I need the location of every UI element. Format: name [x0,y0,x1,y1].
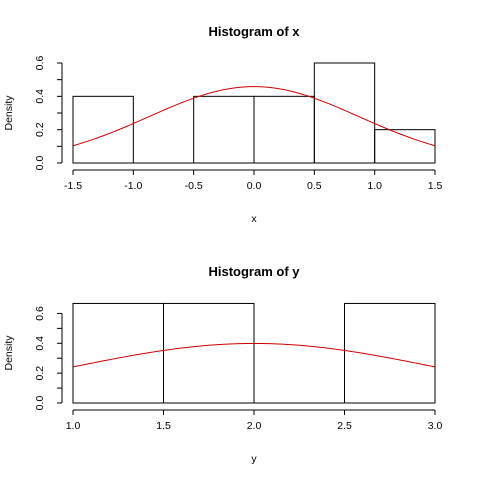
histogram-bar [313,62,376,164]
y-axis-x: 0.0 0.2 0.4 0.6 [34,56,63,171]
x-tick-label: -0.5 [185,180,203,192]
histogram-bar [344,302,436,404]
chart-title-y: Histogram of y [208,264,300,279]
y-axis-label-y: Density [3,335,15,371]
histogram-bar [72,302,164,404]
density-curve-y [72,342,436,368]
y-tick-label: 0.0 [34,156,46,171]
x-tick-label: 0.0 [247,180,262,192]
x-tick-label: 0.5 [307,180,322,192]
x-tick-label: -1.5 [64,180,82,192]
histogram-bar [193,95,255,164]
chart-title-x: Histogram of x [208,24,300,39]
panel-histogram-x: Histogram of x -1.5 -1.0 -0.5 0.0 0.5 1.0 1.5 … [3,24,442,225]
histogram-bar [253,95,315,164]
x-tick-label: -1.0 [124,180,142,192]
x-axis-x: -1.5 -1.0 -0.5 0.0 0.5 1.0 1.5 [64,169,443,192]
histogram-bar [72,95,134,164]
x-axis-label-y: y [251,453,257,465]
y-tick-label: 0.0 [34,396,46,411]
y-tick-label: 0.4 [34,89,46,104]
bars-x [72,62,436,164]
x-axis-label-x: x [251,213,257,225]
x-tick-label: 2.5 [337,420,352,432]
x-tick-label: 3.0 [428,420,443,432]
y-tick-label: 0.6 [34,306,46,321]
x-tick-label: 1.5 [156,420,171,432]
y-axis-y: 0.0 0.2 0.4 0.6 [34,306,63,411]
y-tick-label: 0.2 [34,366,46,381]
x-tick-label: 1.0 [66,420,81,432]
bars-y [72,302,436,404]
x-tick-label: 2.0 [247,420,262,432]
y-tick-label: 0.2 [34,122,46,137]
x-tick-label: 1.0 [367,180,382,192]
panel-histogram-y: Histogram of y 1.0 1.5 2.0 2.5 3.0 0.0 0.2 0.4… [3,264,442,465]
y-tick-label: 0.4 [34,336,46,351]
x-axis-y: 1.0 1.5 2.0 2.5 3.0 [66,409,443,432]
histogram-bar [163,302,255,404]
x-tick-label: 1.5 [428,180,443,192]
y-axis-label-x: Density [3,95,15,131]
density-curve-x [72,86,436,147]
histogram-bar [374,129,436,164]
y-tick-label: 0.6 [34,56,46,71]
